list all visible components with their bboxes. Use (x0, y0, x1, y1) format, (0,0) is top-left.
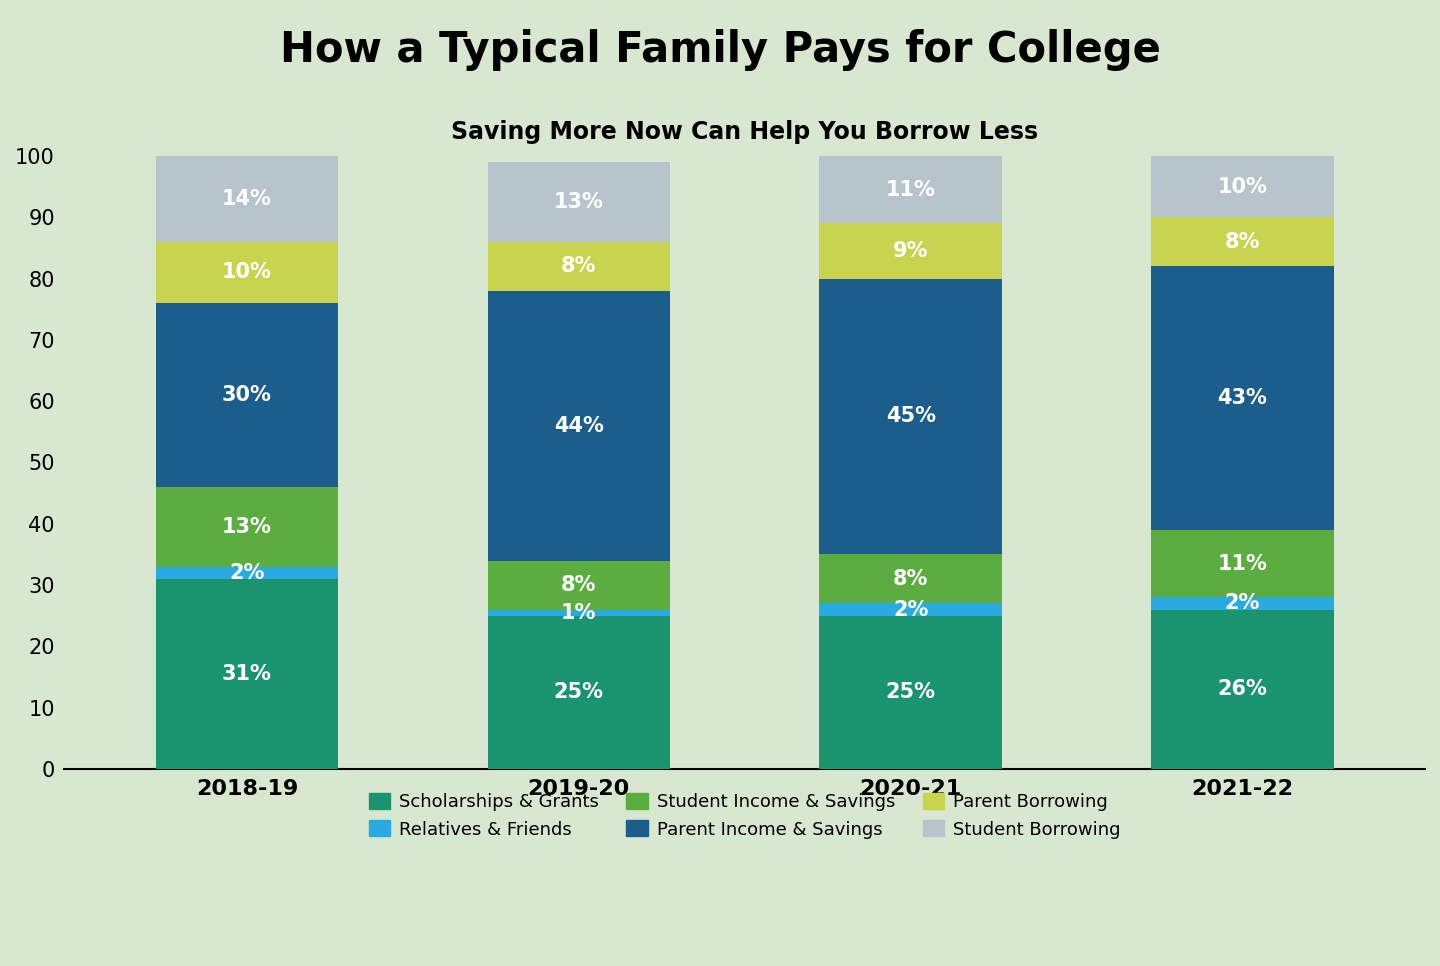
Text: 10%: 10% (1218, 177, 1267, 197)
Bar (156, 579, 338, 769)
Bar (819, 604, 1002, 615)
Text: 25%: 25% (554, 682, 603, 702)
Bar (819, 554, 1002, 604)
Title: Saving More Now Can Help You Borrow Less: Saving More Now Can Help You Borrow Less (451, 121, 1038, 144)
Bar (488, 291, 670, 560)
Bar (488, 560, 670, 610)
Text: 26%: 26% (1218, 679, 1267, 699)
Text: 2%: 2% (893, 600, 929, 619)
Bar (488, 615, 670, 769)
Bar (156, 156, 338, 242)
Text: 9%: 9% (893, 241, 929, 261)
Bar (819, 223, 1002, 278)
Bar (819, 615, 1002, 769)
Text: 30%: 30% (222, 385, 272, 405)
Bar (1151, 217, 1333, 267)
Text: 13%: 13% (554, 192, 603, 212)
Text: 2%: 2% (229, 563, 265, 582)
Text: 8%: 8% (562, 575, 596, 595)
Text: 44%: 44% (554, 415, 603, 436)
Bar (156, 303, 338, 487)
Bar (488, 162, 670, 242)
Text: 13%: 13% (222, 517, 272, 537)
Text: 45%: 45% (886, 407, 936, 426)
Bar (156, 487, 338, 567)
Text: 8%: 8% (562, 256, 596, 276)
Bar (819, 278, 1002, 554)
Text: 31%: 31% (222, 664, 272, 684)
Text: How a Typical Family Pays for College: How a Typical Family Pays for College (279, 29, 1161, 71)
Text: 14%: 14% (222, 189, 272, 209)
Bar (1151, 156, 1333, 217)
Bar (156, 567, 338, 579)
Text: 8%: 8% (893, 569, 929, 589)
Legend: Scholarships & Grants, Relatives & Friends, Student Income & Savings, Parent Inc: Scholarships & Grants, Relatives & Frien… (361, 785, 1128, 846)
Text: 43%: 43% (1218, 388, 1267, 408)
Text: 1%: 1% (562, 603, 596, 623)
Bar (1151, 597, 1333, 610)
Bar (1151, 267, 1333, 530)
Bar (1151, 530, 1333, 597)
Text: 2%: 2% (1225, 593, 1260, 613)
Text: 8%: 8% (1225, 232, 1260, 252)
Text: 11%: 11% (1218, 554, 1267, 574)
Bar (156, 242, 338, 303)
Bar (488, 242, 670, 291)
Bar (1151, 610, 1333, 769)
Bar (819, 156, 1002, 223)
Text: 11%: 11% (886, 180, 936, 200)
Text: 25%: 25% (886, 682, 936, 702)
Bar (488, 610, 670, 615)
Text: 10%: 10% (222, 263, 272, 282)
